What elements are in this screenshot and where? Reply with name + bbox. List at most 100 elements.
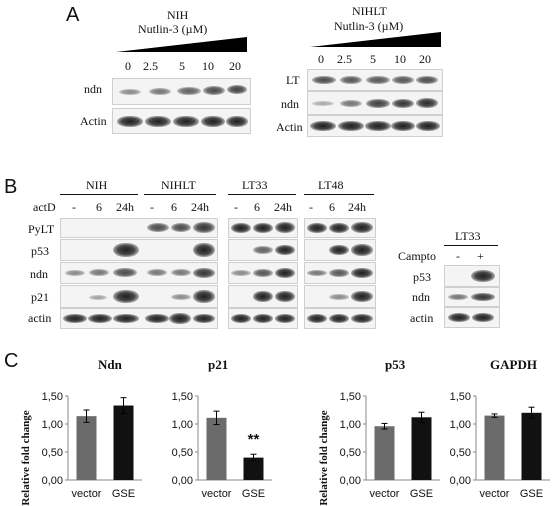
nihlt-treatment-label: Nutlin-3 (µM) (334, 19, 404, 33)
y-tick-label: 1,00 (450, 419, 471, 431)
nihlt-lt-blot (307, 69, 443, 91)
y-tick-label: 0,50 (172, 447, 193, 459)
row-p21-label: p21 (31, 290, 49, 304)
campto-lane-minus: - (456, 249, 460, 263)
nihlt-dose-2: 5 (370, 52, 376, 66)
lt48-lane-1: - (309, 200, 313, 214)
bar-vector (76, 416, 97, 480)
panel-b-letter: B (4, 176, 18, 198)
bar-gse (411, 417, 432, 480)
nihlt-lane-1: - (150, 200, 154, 214)
y-tick-label: 0,50 (42, 447, 63, 459)
y-tick-label: 1,50 (42, 391, 63, 403)
y-tick-label: 1,00 (172, 419, 193, 431)
x-category-label: vector (72, 488, 102, 500)
lt33-lane-3: 24h (274, 200, 292, 214)
b-lt33-ndn-blot (228, 262, 298, 284)
nih-dose-0: 0 (125, 59, 131, 73)
y-tick-label: 1,00 (42, 419, 63, 431)
b-lt33-p21-blot (228, 285, 298, 308)
y-tick-label: 0,00 (450, 475, 471, 487)
y-axis-title: Relative fold change (20, 410, 32, 505)
b-nih-nihlt-p53-blot (60, 239, 218, 261)
campto-p53-blot (444, 265, 500, 287)
b-nih-nihlt-p21-blot (60, 285, 218, 308)
chart-p21-title: p21 (208, 357, 229, 372)
b-lt48-p53-blot (304, 239, 376, 261)
group-lt48-label: LT48 (318, 178, 344, 192)
nih-title: NIH (167, 8, 189, 22)
chart-gapdh: 0,00 0,50 1,00 1,50 vector GSE (450, 391, 550, 500)
row-ndn-label: ndn (30, 267, 48, 281)
nih-row-ndn: ndn (84, 82, 102, 96)
campto-label: Campto (398, 249, 436, 263)
y-axis-title: Relative fold change (318, 410, 330, 505)
nihlt-dose-1: 2.5 (337, 52, 352, 66)
campto-title: LT33 (455, 229, 481, 243)
nihlt-lane-3: 24h (191, 200, 209, 214)
bar-vector (374, 426, 395, 480)
y-tick-label: 0,50 (340, 447, 361, 459)
lt48-lane-2: 6 (329, 200, 335, 214)
lt33-lane-1: - (234, 200, 238, 214)
x-category-label: vector (480, 488, 510, 500)
row-pylt-label: PyLT (28, 222, 55, 236)
campto-lane-plus: + (477, 249, 484, 263)
nihlt-actin-blot (307, 115, 443, 137)
y-tick-label: 0,50 (450, 447, 471, 459)
x-category-label: GSE (242, 488, 265, 500)
nihlt-ndn-blot (307, 91, 443, 115)
x-category-label: GSE (112, 488, 135, 500)
nih-lane-1: - (72, 200, 76, 214)
nih-dose-gradient-triangle (116, 37, 247, 52)
nihlt-dose-0: 0 (318, 52, 324, 66)
nihlt-title: NIHLT (352, 4, 387, 18)
b-lt33-pylt-blot (228, 218, 298, 238)
bar-gse (243, 457, 264, 480)
y-tick-label: 0,00 (42, 475, 63, 487)
campto-row-p53: p53 (413, 270, 431, 284)
y-tick-label: 1,50 (340, 391, 361, 403)
group-nihlt-label: NIHLT (161, 178, 196, 192)
lt33-lane-2: 6 (254, 200, 260, 214)
chart-p53-title: p53 (385, 357, 406, 372)
group-nih-label: NIH (86, 178, 108, 192)
nihlt-row-lt: LT (286, 73, 300, 87)
lt48-lane-3: 24h (348, 200, 366, 214)
x-category-label: GSE (410, 488, 433, 500)
b-lt33-actin-blot (228, 308, 298, 329)
nih-dose-4: 20 (229, 59, 241, 73)
b-nih-nihlt-actin-blot (60, 308, 218, 329)
bar-gse (521, 412, 542, 480)
nihlt-row-ndn: ndn (281, 97, 299, 111)
y-tick-label: 1,50 (450, 391, 471, 403)
nih-row-actin: Actin (80, 114, 107, 128)
group-lt48-underline (304, 194, 374, 195)
group-lt33-underline (228, 194, 296, 195)
b-nih-nihlt-pylt-blot (60, 218, 218, 238)
nih-lane-2: 6 (96, 200, 102, 214)
b-lt48-actin-blot (304, 308, 376, 329)
chart-ndn-title: Ndn (98, 357, 122, 372)
x-category-label: GSE (520, 488, 543, 500)
nih-dose-2: 5 (179, 59, 185, 73)
chart-p53: 0,00 0,50 1,00 1,50 vector GSE Relative fold c… (318, 391, 440, 506)
row-actin-label: actin (28, 311, 52, 325)
nihlt-lane-2: 6 (171, 200, 177, 214)
nih-lane-3: 24h (116, 200, 134, 214)
chart-p21: 0,00 0,50 1,00 1,50 vector GSE ** (172, 391, 272, 500)
nihlt-dose-gradient-triangle (310, 32, 441, 47)
row-p53-label: p53 (31, 244, 49, 258)
chart-ndn: 0,00 0,50 1,00 1,50 vector GSE Relative fold c… (20, 391, 142, 506)
campto-ndn-blot (444, 287, 500, 307)
nih-actin-blot (112, 108, 251, 134)
group-lt33-label: LT33 (242, 178, 268, 192)
bar-gse (113, 405, 134, 480)
nihlt-row-actin: Actin (276, 120, 303, 134)
campto-actin-blot (444, 307, 500, 328)
nihlt-dose-3: 10 (394, 52, 406, 66)
campto-row-actin: actin (410, 311, 434, 325)
nih-ndn-blot (112, 78, 251, 105)
nih-dose-1: 2.5 (143, 59, 158, 73)
b-lt48-ndn-blot (304, 262, 376, 284)
